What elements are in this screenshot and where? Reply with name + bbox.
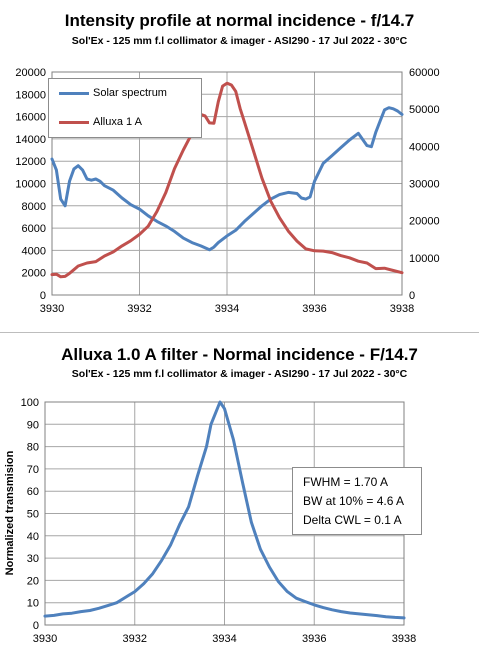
legend-item-solar-spectrum: Solar spectrum <box>49 85 201 101</box>
y-axis-title: Normalized transmision <box>4 450 16 575</box>
y2-tick-label: 10000 <box>409 253 440 265</box>
y-tick-label: 16000 <box>15 112 46 124</box>
x-tick-label: 3932 <box>123 633 147 645</box>
y-tick-label: 12000 <box>15 156 46 168</box>
y-tick-label: 40 <box>27 531 39 543</box>
y-tick-label: 2000 <box>22 268 46 280</box>
x-tick-label: 3936 <box>302 633 326 645</box>
x-tick-label: 3932 <box>127 303 151 315</box>
y2-tick-label: 20000 <box>409 216 440 228</box>
legend-item-alluxa: Alluxa 1 A <box>49 114 201 130</box>
chart-intensity-profile: Intensity profile at normal incidence - … <box>0 11 479 333</box>
y-tick-label: 60 <box>27 486 39 498</box>
x-tick-label: 3936 <box>302 303 326 315</box>
y-tick-label: 80 <box>27 442 39 454</box>
y-tick-label: 6000 <box>22 223 46 235</box>
y-tick-label: 30 <box>27 553 39 565</box>
y2-tick-label: 0 <box>409 290 415 302</box>
y-tick-label: 90 <box>27 419 39 431</box>
y2-tick-label: 40000 <box>409 141 440 153</box>
annotation-bw: BW at 10% = 4.6 A <box>303 494 405 508</box>
plot-frame <box>51 71 403 296</box>
y-tick-label: 50 <box>27 509 39 521</box>
chart-title: Intensity profile at normal incidence - … <box>64 11 415 30</box>
legend-swatch-red <box>59 121 89 124</box>
y-tick-label: 0 <box>33 620 39 632</box>
series-line <box>43 400 406 620</box>
x-tick-label: 3938 <box>392 633 416 645</box>
chart-subtitle: Sol'Ex - 125 mm f.l collimator & imager … <box>71 368 408 380</box>
series-line <box>50 106 404 252</box>
chart-plot-area: 0 2000 4000 6000 8000 10000 12000 14000 16000 180… <box>15 67 440 315</box>
y-tick-label: 10 <box>27 598 39 610</box>
annotation-fwhm: FWHM = 1.70 A <box>303 475 389 489</box>
x-tick-label: 3930 <box>33 633 57 645</box>
y-tick-label: 14000 <box>15 134 46 146</box>
annotation-delta-cwl: Delta CWL = 0.1 A <box>303 513 402 527</box>
chart-title: Alluxa 1.0 A filter - Normal incidence -… <box>61 345 418 364</box>
y-tick-label: 70 <box>27 464 39 476</box>
chart-legend: Solar spectrum Alluxa 1 A <box>48 78 202 138</box>
y-tick-label: 20000 <box>15 67 46 79</box>
chart-annotation-box: FWHM = 1.70 A BW at 10% = 4.6 A Delta CW… <box>292 467 422 535</box>
y-tick-label: 18000 <box>15 89 46 101</box>
y2-tick-label: 30000 <box>409 179 440 191</box>
x-tick-label: 3934 <box>212 633 236 645</box>
chart-subtitle: Sol'Ex - 125 mm f.l collimator & imager … <box>71 35 408 47</box>
x-tick-label: 3934 <box>215 303 239 315</box>
x-tick-label: 3938 <box>390 303 414 315</box>
series-line <box>50 81 404 279</box>
x-tick-label: 3930 <box>40 303 64 315</box>
legend-label: Solar spectrum <box>93 87 167 99</box>
y-tick-label: 20 <box>27 575 39 587</box>
legend-label: Alluxa 1 A <box>93 116 142 128</box>
y-tick-label: 4000 <box>22 245 46 257</box>
y-tick-label: 10000 <box>15 179 46 191</box>
y2-tick-label: 60000 <box>409 67 440 79</box>
chart-alluxa-filter: Alluxa 1.0 A filter - Normal incidence -… <box>0 333 479 664</box>
legend-swatch-blue <box>59 92 89 95</box>
y-tick-label: 8000 <box>22 201 46 213</box>
y-tick-label: 0 <box>40 290 46 302</box>
y-tick-label: 100 <box>21 397 39 409</box>
y2-tick-label: 50000 <box>409 104 440 116</box>
